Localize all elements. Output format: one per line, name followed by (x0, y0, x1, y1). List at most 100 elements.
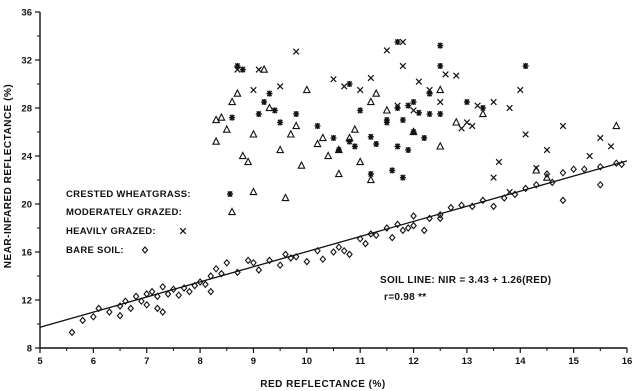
triangle-point (324, 151, 332, 160)
plot-frame (39, 12, 627, 349)
diamond-point (410, 212, 417, 220)
asterisk-point (420, 134, 428, 142)
triangle-point (244, 157, 252, 166)
x-point (410, 106, 417, 114)
asterisk-point (388, 166, 396, 175)
legend-x-marker (179, 227, 187, 235)
diamond-point (207, 288, 214, 296)
triangle-point (479, 109, 487, 118)
x-tick-label: 13 (462, 356, 473, 367)
diamond-point (362, 240, 369, 248)
x-tick-label: 12 (408, 356, 419, 367)
x-point (474, 102, 481, 110)
diamond-point (244, 256, 252, 264)
y-tick-label: 28 (21, 104, 32, 115)
x-point (367, 74, 375, 82)
x-tick-label: 15 (568, 356, 579, 367)
diamond-point (127, 304, 134, 312)
asterisk-point (239, 65, 247, 74)
diamond-point (581, 165, 588, 173)
x-point (356, 86, 364, 94)
x-tick-label: 6 (91, 356, 96, 367)
y-axis-label: NEAR-INFARED REFLECTANCE (%) (3, 84, 14, 268)
x-tick-label: 11 (355, 356, 366, 367)
x-tick-label: 9 (251, 356, 256, 367)
triangle-point (383, 106, 391, 114)
x-axis: 5 6 7 8 9 10 11 12 13 14 15 16 (37, 348, 632, 367)
correlation-coefficient: r=0.98 ** (384, 292, 426, 303)
x-tick-label: 8 (197, 356, 202, 367)
diamond-point (250, 259, 257, 267)
x-point (490, 174, 497, 182)
x-point (383, 47, 391, 54)
asterisk-point (265, 89, 274, 98)
diamond-point (116, 312, 124, 320)
asterisk-point (351, 142, 359, 151)
diamond-point (341, 247, 348, 255)
diamond-point (212, 265, 220, 273)
diamond-point (570, 165, 577, 173)
asterisk-point (409, 98, 418, 106)
y-tick-label: 16 (21, 248, 32, 259)
x-tick-label: 14 (515, 356, 526, 367)
triangle-point (356, 157, 364, 166)
triangle-point (612, 121, 621, 130)
triangle-point (223, 125, 231, 133)
x-point (276, 82, 284, 90)
asterisk-point (276, 118, 284, 127)
diamond-point (143, 301, 150, 309)
y-tick-label: 24 (21, 152, 32, 163)
diamond-point (132, 292, 140, 300)
triangle-point (452, 118, 460, 126)
diamond-point (346, 250, 353, 258)
asterisk-point (463, 98, 471, 106)
x-point (586, 152, 594, 160)
diamond-point (276, 261, 284, 269)
legend-asterisk-marker (226, 190, 234, 198)
diamond-point (159, 308, 166, 316)
legend-label-moderately-grazed: MODERATELY GRAZED: (66, 207, 182, 218)
x-point (463, 118, 471, 126)
asterisk-point (393, 142, 402, 151)
asterisk-point (255, 110, 263, 118)
x-point (596, 134, 604, 142)
triangle-point (265, 103, 274, 112)
asterisk-point (228, 113, 236, 122)
diamond-point (79, 316, 86, 324)
diamond-point (186, 288, 193, 296)
x-point (399, 38, 407, 46)
x-point (330, 75, 337, 83)
y-tick-label: 32 (21, 56, 32, 67)
triangle-point (292, 121, 300, 130)
diamond-point (303, 258, 310, 266)
triangle-point (367, 175, 375, 184)
asterisk-point (292, 110, 300, 118)
diamond-point (148, 288, 156, 296)
triangle-point (239, 151, 247, 160)
x-tick-label: 5 (37, 356, 43, 367)
triangle-point (249, 187, 258, 196)
x-point (522, 130, 530, 138)
x-point (506, 104, 514, 112)
diamond-point (330, 248, 337, 256)
triangle-point (303, 85, 311, 94)
soil-line-fit (39, 160, 628, 328)
asterisk-point (383, 116, 391, 124)
diamond-point (319, 255, 326, 263)
soil-line-equation: SOIL LINE: NIR = 3.43 + 1.26(RED) (380, 275, 551, 286)
diamond-point (335, 243, 342, 251)
diamond-point (559, 169, 567, 177)
asterisk-point (313, 122, 322, 130)
diamond-point (68, 328, 76, 336)
triangle-point (436, 142, 444, 150)
asterisk-point (345, 80, 354, 88)
x-point (452, 72, 460, 80)
x-point (255, 66, 263, 74)
x-point (292, 48, 300, 55)
x-tick-label: 7 (144, 356, 149, 367)
legend: CRESTED WHEATGRASS: MODERATELY GRAZED: H… (66, 189, 236, 256)
diamond-point (421, 226, 428, 234)
x-tick-label: 10 (302, 356, 313, 367)
x-point (543, 146, 551, 154)
